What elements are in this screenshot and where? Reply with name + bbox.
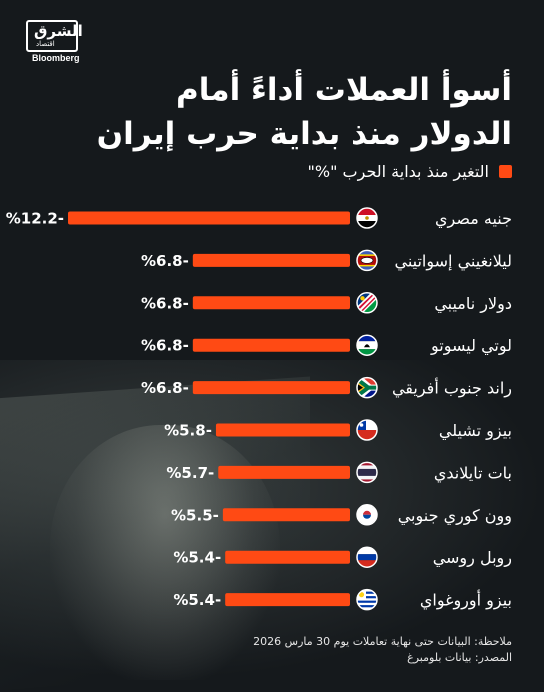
legend-swatch [499,165,512,178]
russia-flag-icon [356,546,378,568]
south-korea-flag-icon [356,504,378,526]
bar-8 [222,508,350,522]
title-line-2: الدولار منذ بداية حرب إيران [96,116,512,152]
category-label-1: جنيه مصري [435,209,512,229]
category-label-10: بيزو أوروغواي [420,590,512,611]
legend-label: التغير منذ بداية الحرب "%" [307,162,489,181]
value-label-6: %5.8- [164,422,212,440]
chart-title: أسوأ العملات أداءً أمام الدولار منذ بداي… [32,68,512,156]
value-label-9: %5.4- [173,549,221,567]
category-label-9: روبل روسي [433,548,512,568]
logo-arabic: الشرق [34,22,83,40]
category-label-7: بات تايلاندي [434,463,512,483]
lesotho-flag-icon [356,334,378,356]
chile-flag-icon [356,419,378,441]
note-line: ملاحظة: البيانات حتى نهاية تعاملات يوم 3… [253,635,512,648]
category-label-4: لوتي ليسوتو [430,336,512,356]
legend: التغير منذ بداية الحرب "%" [308,162,512,181]
bar-1 [68,211,350,225]
thailand-flag-icon [356,461,378,484]
category-label-2: ليلانغيني إسواتيني [394,251,512,271]
value-label-2: %6.8- [141,252,189,270]
value-label-7: %5.7- [166,464,214,482]
namibia-flag-icon [356,292,378,314]
category-label-6: بيزو تشيلي [439,421,512,441]
uruguay-flag-icon [356,588,378,611]
value-label-3: %6.8- [141,294,189,312]
footnotes: ملاحظة: البيانات حتى نهاية تعاملات يوم 3… [253,634,512,666]
bar-3 [192,296,350,310]
value-label-1: %12.2- [6,210,64,228]
asharq-bloomberg-logo: الشرق اقتصاد Bloomberg [26,20,94,66]
value-label-5: %6.8- [141,379,189,397]
bar-5 [192,381,350,395]
value-label-4: %6.8- [141,337,189,355]
source-line: المصدر: بيانات بلومبرغ [407,651,512,664]
bar-6 [215,423,350,437]
bar-10 [225,593,350,607]
logo-arabic-sub: اقتصاد [36,40,55,48]
egypt-flag-icon [356,207,378,229]
logo-english: Bloomberg [32,53,80,63]
category-label-8: وون كوري جنوبي [398,506,512,526]
bar-7 [218,465,350,479]
category-label-5: راند جنوب أفريقي [392,378,512,399]
bar-9 [225,550,350,564]
bar-2 [192,253,350,267]
eswatini-flag-icon [356,249,378,272]
value-label-10: %5.4- [173,591,221,609]
south-africa-flag-icon [356,376,378,399]
category-label-3: دولار ناميبي [434,294,512,314]
logo-frame [26,20,78,52]
value-label-8: %5.5- [171,506,219,524]
title-line-1: أسوأ العملات أداءً أمام [176,72,512,108]
bar-4 [192,338,350,352]
